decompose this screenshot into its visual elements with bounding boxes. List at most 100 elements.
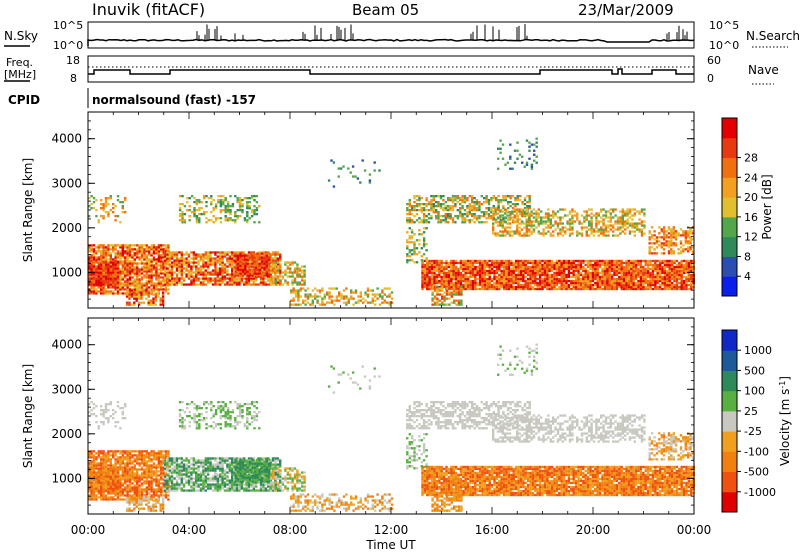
power-cell	[138, 252, 141, 255]
power-cell	[150, 276, 153, 279]
power-cell	[162, 278, 165, 281]
power-cell	[666, 263, 669, 267]
power-cell	[474, 285, 477, 289]
power-cell	[471, 219, 474, 222]
power-cell	[637, 271, 640, 275]
power-cell	[180, 275, 183, 278]
power-cell	[263, 260, 266, 263]
power-cell	[570, 267, 573, 271]
power-cell	[506, 222, 509, 225]
power-cell	[418, 251, 421, 254]
power-cell	[369, 301, 372, 304]
power-cell	[471, 205, 474, 208]
power-cell	[466, 269, 470, 273]
power-cell	[561, 228, 564, 231]
power-cell	[584, 285, 587, 289]
power-cell	[519, 263, 523, 267]
power-cell	[682, 234, 685, 237]
power-cell	[602, 208, 605, 211]
power-cell	[152, 256, 156, 259]
power-cell	[512, 261, 515, 265]
power-cell	[97, 250, 100, 253]
power-cell	[534, 283, 537, 287]
power-cell	[209, 257, 212, 260]
power-cell	[207, 263, 210, 266]
power-cell	[97, 273, 100, 276]
power-cell	[447, 217, 450, 220]
power-cell	[622, 283, 626, 287]
power-cell	[512, 269, 515, 273]
power-cell	[507, 261, 511, 265]
power-cell	[485, 197, 488, 200]
power-cell	[175, 275, 179, 278]
power-cell	[161, 299, 165, 302]
power-cell	[92, 254, 96, 257]
power-cell	[488, 263, 491, 267]
power-cell	[276, 253, 279, 256]
power-cell	[519, 199, 522, 202]
power-cell	[644, 287, 647, 291]
power-cell	[646, 265, 650, 269]
power-cell	[422, 227, 426, 230]
power-cell	[423, 275, 427, 279]
power-cell	[136, 290, 139, 293]
power-cell	[428, 281, 431, 285]
power-cell	[107, 248, 110, 251]
power-cell	[175, 267, 179, 270]
power-cell	[195, 221, 199, 224]
power-cell	[598, 275, 602, 279]
power-cell	[451, 205, 455, 208]
power-cell	[150, 254, 153, 257]
power-cell	[294, 291, 298, 294]
power-cell	[622, 265, 626, 269]
power-cell	[598, 279, 602, 283]
power-cell	[90, 273, 93, 276]
power-cell	[219, 257, 222, 260]
power-cell	[665, 242, 668, 245]
power-cell	[476, 273, 479, 277]
power-cell	[376, 287, 379, 290]
power-cell	[524, 281, 527, 285]
power-cell	[88, 250, 91, 253]
power-cell	[234, 266, 237, 269]
power-cell	[246, 203, 249, 206]
power-cell	[173, 281, 176, 284]
power-cell	[481, 269, 484, 273]
power-cell	[473, 201, 476, 204]
power-cell	[445, 277, 448, 281]
power-cell	[246, 256, 249, 259]
power-cell	[286, 271, 289, 274]
power-cell	[570, 287, 573, 291]
power-cell	[119, 292, 122, 295]
power-cell	[633, 222, 636, 225]
power-cell	[522, 283, 525, 287]
power-cell	[649, 267, 652, 271]
power-cell	[238, 197, 242, 200]
power-cell	[673, 285, 676, 289]
power-cell	[143, 264, 146, 267]
power-cell	[221, 253, 224, 256]
power-cell	[638, 218, 641, 221]
power-cell	[618, 261, 621, 265]
power-cell	[114, 292, 117, 295]
power-cell	[219, 277, 222, 280]
power-cell	[145, 284, 148, 287]
power-cell	[145, 272, 148, 275]
power-cell	[529, 259, 532, 263]
power-cell	[410, 259, 414, 262]
power-cell	[250, 251, 253, 254]
power-cell	[685, 271, 688, 275]
power-cell	[138, 270, 141, 273]
power-cell	[256, 254, 259, 257]
power-cell	[240, 281, 243, 284]
power-cell	[670, 250, 673, 253]
power-cell	[335, 287, 338, 290]
power-cell	[276, 275, 279, 278]
power-cell	[420, 255, 423, 258]
power-cell	[190, 273, 193, 276]
noise-left-tick-bottom: 10^0	[53, 39, 83, 52]
power-cell	[251, 270, 254, 273]
power-cell	[536, 263, 539, 267]
power-cell	[562, 259, 566, 263]
